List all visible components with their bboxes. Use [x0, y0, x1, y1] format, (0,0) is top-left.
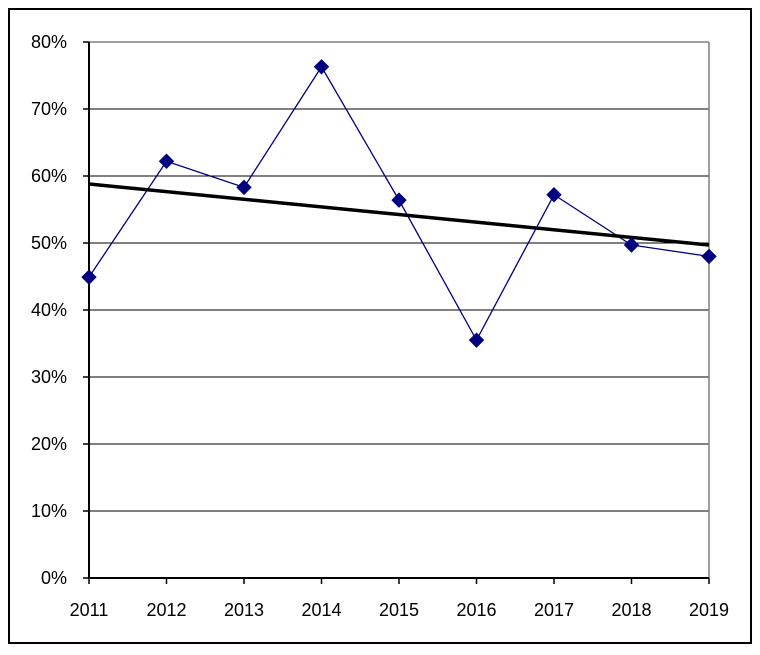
x-tick-label: 2014: [301, 600, 341, 620]
x-tick-label: 2018: [611, 600, 651, 620]
y-tick-label: 40%: [31, 300, 67, 320]
series-marker-diamond: [701, 248, 717, 265]
x-tick-label: 2017: [534, 600, 574, 620]
y-tick-label: 60%: [31, 166, 67, 186]
y-tick-label: 50%: [31, 233, 67, 253]
y-tick-label: 70%: [31, 99, 67, 119]
x-tick-label: 2016: [456, 600, 496, 620]
y-tick-label: 0%: [41, 568, 67, 588]
series-marker-diamond: [236, 179, 252, 196]
trend-line: [88, 182, 710, 247]
y-tick-label: 80%: [31, 32, 67, 52]
y-tick-label: 20%: [31, 434, 67, 454]
x-tick-label: 2011: [70, 600, 109, 620]
series-marker-diamond: [623, 237, 640, 253]
y-tick-label: 10%: [31, 501, 67, 521]
series-marker-diamond: [468, 332, 485, 348]
series-marker-diamond: [546, 187, 562, 203]
y-tick-label: 30%: [31, 367, 67, 387]
series-marker-diamond: [81, 269, 97, 285]
series-marker-diamond: [391, 192, 407, 208]
series-marker-diamond: [158, 153, 175, 169]
series-marker-diamond: [313, 59, 330, 75]
x-tick-label: 2019: [689, 600, 729, 620]
chart-outer-border: [8, 8, 752, 644]
x-tick-label: 2012: [146, 600, 186, 620]
x-tick-label: 2015: [379, 600, 419, 620]
x-tick-label: 2013: [224, 600, 264, 620]
